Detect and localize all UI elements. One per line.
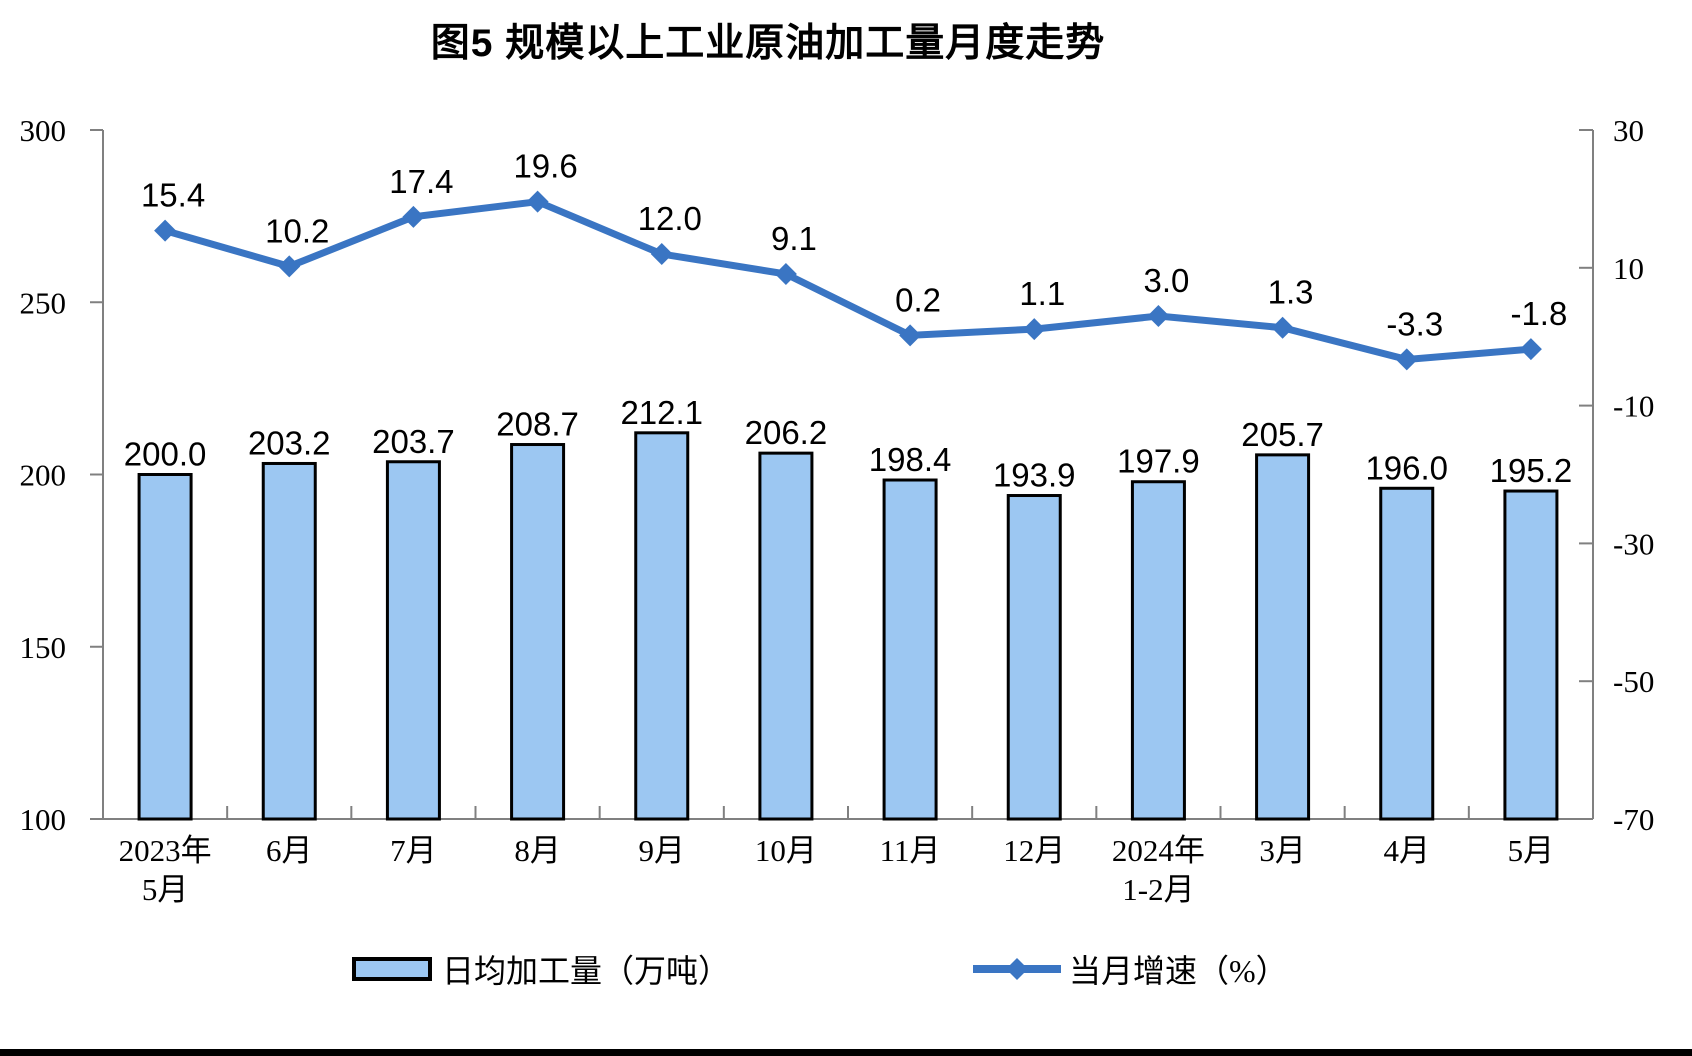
right-axis-labels: 30 10 -10 -30 -50 -70 [1613, 113, 1654, 837]
diamond-marker-icon [402, 205, 425, 228]
bar [882, 478, 938, 821]
x-axis-category-label: 2024年 1-2月 [1112, 833, 1205, 907]
legend-item-line: 当月增速（%） [971, 946, 1288, 992]
diamond-marker-icon [1023, 318, 1046, 341]
bar-value-label: 193.9 [993, 457, 1076, 494]
bar [137, 473, 193, 821]
line-value-labels: 15.4 10.2 17.4 19.6 12.0 9.1 0.2 1.1 3.0 1.3 -3.3 -… [141, 148, 1567, 343]
diamond-marker-icon [1271, 316, 1294, 339]
bar [385, 460, 441, 821]
diamond-marker-icon [1395, 348, 1418, 371]
bar-series-swatch-icon [352, 957, 432, 981]
bar-value-label: 203.2 [248, 424, 331, 461]
x-axis-category-label: 2023年 5月 [119, 833, 212, 907]
bar-value-labels: 200.0 203.2 203.7 208.7 212.1 206.2 198.4 193.9… [124, 394, 1572, 494]
x-axis-category-label: 5月 [1508, 833, 1555, 868]
legend-line-label: 当月增速（%） [1069, 953, 1288, 989]
diamond-marker-icon [1147, 305, 1170, 328]
line-value-label: 0.2 [895, 281, 941, 318]
bar [1130, 480, 1186, 821]
left-axis-tick-label: 250 [20, 285, 67, 320]
right-axis-tick-label: -50 [1613, 664, 1654, 699]
right-axis-tick-label: -70 [1613, 802, 1654, 837]
right-axis-tick-label: 10 [1613, 251, 1644, 286]
bar [510, 443, 566, 821]
line-value-label: 12.0 [638, 200, 702, 237]
x-axis-category-label: 9月 [639, 833, 686, 868]
diamond-marker-icon [278, 255, 301, 278]
x-axis-category-label: 12月 [1003, 833, 1065, 868]
diamond-marker-icon [1519, 338, 1542, 361]
bar-value-label: 198.4 [869, 441, 952, 478]
legend-item-bar: 日均加工量（万吨） [352, 946, 730, 992]
left-axis-tick-label: 100 [20, 802, 67, 837]
bar-value-label: 200.0 [124, 436, 207, 473]
bar [1379, 486, 1435, 821]
bar [758, 451, 814, 821]
x-axis-category-label: 4月 [1384, 833, 1431, 868]
left-axis-tick-label: 150 [20, 630, 67, 665]
left-axis-tick-label: 300 [20, 113, 67, 148]
x-axis-category-label: 7月 [390, 833, 437, 868]
line-value-label: 19.6 [513, 148, 577, 185]
line-value-label: 17.4 [389, 163, 453, 200]
diamond-marker-icon [774, 263, 797, 286]
diamond-marker-icon [526, 190, 549, 213]
bar-value-label: 205.7 [1241, 416, 1324, 453]
bar-series [137, 431, 1559, 821]
bar [1006, 494, 1062, 821]
line-value-label: 9.1 [771, 220, 817, 257]
left-axis-labels: 300 250 200 150 100 [20, 113, 67, 837]
diamond-marker-icon [154, 219, 177, 242]
chart-canvas: 300 250 200 150 100 30 10 -10 -30 -50 -70 2023年 5月 6月… [20, 113, 1655, 907]
left-axis-tick-label: 200 [20, 458, 67, 493]
line-series-swatch-icon [973, 958, 1061, 980]
line-value-label: 15.4 [141, 177, 205, 214]
growth-line [164, 198, 1532, 363]
chart-title: 图5 规模以上工业原油加工量月度走势 [430, 22, 1106, 65]
bar-value-label: 208.7 [496, 406, 579, 443]
line-value-label: 1.3 [1268, 274, 1314, 311]
x-axis-category-label: 6月 [266, 833, 313, 868]
bar [634, 431, 690, 821]
line-value-label: 10.2 [265, 212, 329, 249]
bottom-divider [0, 1049, 1692, 1056]
bar-value-label: 206.2 [745, 414, 828, 451]
line-value-label: 1.1 [1019, 275, 1065, 312]
line-value-label: -1.8 [1510, 295, 1567, 332]
x-axis-labels: 2023年 5月 6月 7月 8月 9月 10月 11月 12月 2024年 1-2月 3月 4月 5月 [119, 833, 1555, 907]
bar-value-label: 196.0 [1365, 449, 1448, 486]
bar-value-label: 195.2 [1490, 452, 1573, 489]
x-axis-category-label: 8月 [514, 833, 561, 868]
x-axis-category-label: 11月 [880, 833, 941, 868]
bar [1503, 489, 1559, 821]
diamond-marker-icon [899, 324, 922, 347]
bar [1255, 453, 1311, 821]
right-axis-tick-label: 30 [1613, 113, 1644, 148]
diamond-marker-icon [650, 243, 673, 266]
bar-value-label: 197.9 [1117, 443, 1200, 480]
line-value-label: -3.3 [1386, 305, 1443, 342]
bar [261, 461, 317, 821]
bar-value-label: 203.7 [372, 423, 455, 460]
growth-line-series [154, 190, 1542, 371]
bar-value-label: 212.1 [620, 394, 703, 431]
x-axis-category-label: 3月 [1259, 833, 1306, 868]
legend-bar-label: 日均加工量（万吨） [442, 953, 731, 989]
x-axis-category-label: 10月 [755, 833, 817, 868]
right-axis-tick-label: -10 [1613, 389, 1654, 424]
axis-ticks [90, 129, 1594, 820]
right-axis-tick-label: -30 [1613, 526, 1654, 561]
line-value-label: 3.0 [1143, 262, 1189, 299]
